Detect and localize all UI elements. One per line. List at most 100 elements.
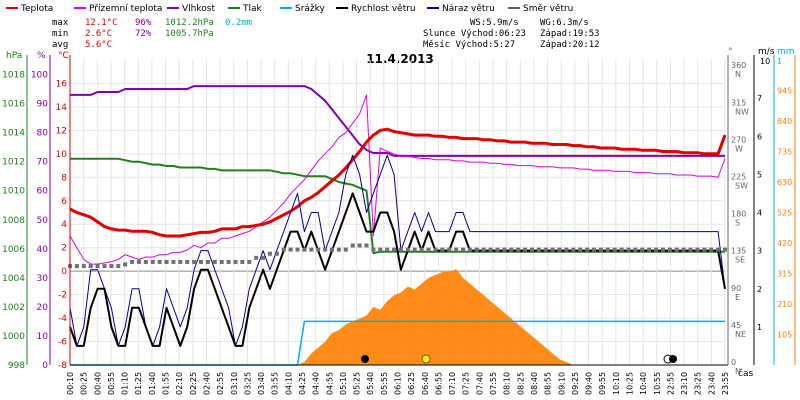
tick-temp: 8 — [61, 173, 67, 183]
tick-time: 05:55 — [380, 372, 389, 395]
tick-time: 04:55 — [325, 372, 334, 395]
wind-direction-point — [723, 247, 727, 252]
wind-direction-point — [343, 247, 348, 252]
tick-temp: 10 — [56, 150, 68, 160]
tick-time: 01:55 — [162, 372, 171, 395]
wind-direction-point — [274, 251, 279, 256]
tick-time: 05:25 — [353, 372, 362, 395]
tick-time: 07:10 — [448, 372, 457, 395]
stat-min-temp: 2.6°C — [85, 29, 112, 39]
wind-direction-point — [502, 247, 507, 252]
wind-direction-point — [412, 247, 417, 252]
tick-hpa: 1014 — [2, 129, 25, 139]
stat-ws: WS:5.9m/s — [470, 18, 519, 28]
tick-hpa: 1012 — [2, 158, 25, 168]
wind-direction-point — [116, 264, 121, 269]
tick-time: 10:25 — [625, 372, 634, 395]
tick-pct: 10 — [37, 332, 49, 342]
series-lines — [68, 85, 727, 366]
wind-direction-point — [536, 247, 541, 252]
wind-direction-point — [405, 247, 410, 252]
stat-max-temp: 12.1°C — [85, 18, 118, 28]
wind-direction-point — [378, 247, 383, 252]
tick-hpa: 1010 — [2, 187, 25, 197]
tick-temp: 6 — [61, 197, 67, 207]
tick-deg-dir: W — [735, 144, 743, 153]
tick-time: 22:55 — [666, 372, 675, 395]
wind-direction-point — [233, 259, 238, 264]
sun-set: Západ:19:53 — [540, 29, 600, 39]
wind-direction-point — [529, 247, 534, 252]
tick-hpa: 1002 — [2, 303, 25, 313]
axis-mm-top: 1 — [777, 57, 782, 66]
tick-time: 23:25 — [694, 372, 703, 395]
tick-time: 08:40 — [530, 372, 539, 395]
tick-time: 06:10 — [394, 372, 403, 395]
wind-direction-point — [295, 247, 300, 252]
wind-direction-point — [626, 247, 631, 252]
stat-max-press: 1012.2hPa — [165, 18, 214, 28]
wind-direction-point — [261, 255, 266, 260]
stat-max-rain: 0.2mm — [225, 18, 252, 28]
tick-time: 09:25 — [571, 372, 580, 395]
tick-deg: 315 — [731, 98, 746, 107]
tick-temp: -8 — [58, 361, 67, 371]
wind-direction-point — [157, 259, 162, 264]
tick-deg-dir: SW — [735, 182, 748, 191]
wind-direction-point — [543, 247, 548, 252]
chart-title: 11.4.2013 — [366, 52, 434, 66]
tick-time: 01:10 — [121, 372, 130, 395]
wind-direction-point — [392, 247, 397, 252]
legend-label: Teplota — [20, 4, 53, 14]
tick-time: 01:25 — [134, 372, 143, 395]
wind-direction-point — [219, 259, 224, 264]
legend-label: Tlak — [242, 4, 263, 14]
tick-pct: 20 — [37, 303, 49, 313]
wind-direction-point — [523, 247, 528, 252]
wind-direction-point — [426, 247, 431, 252]
tick-ms: 1 — [757, 323, 762, 332]
wind-direction-point — [150, 259, 155, 264]
wind-direction-point — [267, 251, 272, 256]
wind-direction-point — [557, 247, 562, 252]
wind-direction-point — [178, 259, 183, 264]
tick-time: 03:40 — [257, 372, 266, 395]
tick-deg: 360 — [731, 61, 746, 70]
tick-time: 08:55 — [544, 372, 553, 395]
tick-time: 04:40 — [312, 372, 321, 395]
grid — [69, 60, 726, 366]
stat-avg-label: avg — [52, 40, 68, 50]
tick-time: 10:40 — [639, 372, 648, 395]
axis-unit-ms: m/s — [758, 47, 775, 57]
stat-min-hum: 72% — [135, 29, 152, 39]
tick-hpa: 1016 — [2, 100, 25, 110]
sun-rise: Slunce Východ:06:23 — [423, 29, 526, 39]
tick-deg-dir: N — [735, 70, 741, 79]
stats-block: max 12.1°C 96% 1012.2hPa 0.2mm min 2.6°C… — [52, 18, 252, 50]
stat-max-label: max — [52, 18, 69, 28]
tick-solar: 315 — [777, 270, 792, 279]
wind-sun-block: WS:5.9m/s WG:6.3m/s Slunce Východ:06:23 … — [423, 18, 600, 50]
tick-hpa: 1008 — [2, 216, 25, 226]
wind-direction-point — [88, 264, 93, 269]
tick-deg-dir: N — [735, 367, 741, 376]
tick-time: 07:55 — [489, 372, 498, 395]
wind-direction-point — [74, 264, 79, 269]
wind-direction-point — [578, 247, 583, 252]
tick-deg: 45 — [731, 321, 741, 330]
tick-time: 04:25 — [298, 372, 307, 395]
wind-direction-point — [440, 247, 445, 252]
solar-area — [70, 269, 725, 365]
wind-direction-point — [281, 247, 286, 252]
tick-time: 07:40 — [475, 372, 484, 395]
moonset-marker — [669, 355, 677, 363]
tick-time: 05:10 — [339, 372, 348, 395]
wind-direction-point — [254, 255, 259, 260]
wind-direction-point — [199, 259, 203, 264]
wind-direction-point — [288, 247, 293, 252]
tick-solar: 840 — [777, 117, 792, 126]
tick-deg-dir: NE — [735, 330, 746, 339]
wind-direction-point — [709, 247, 714, 252]
wind-direction-point — [647, 247, 652, 252]
